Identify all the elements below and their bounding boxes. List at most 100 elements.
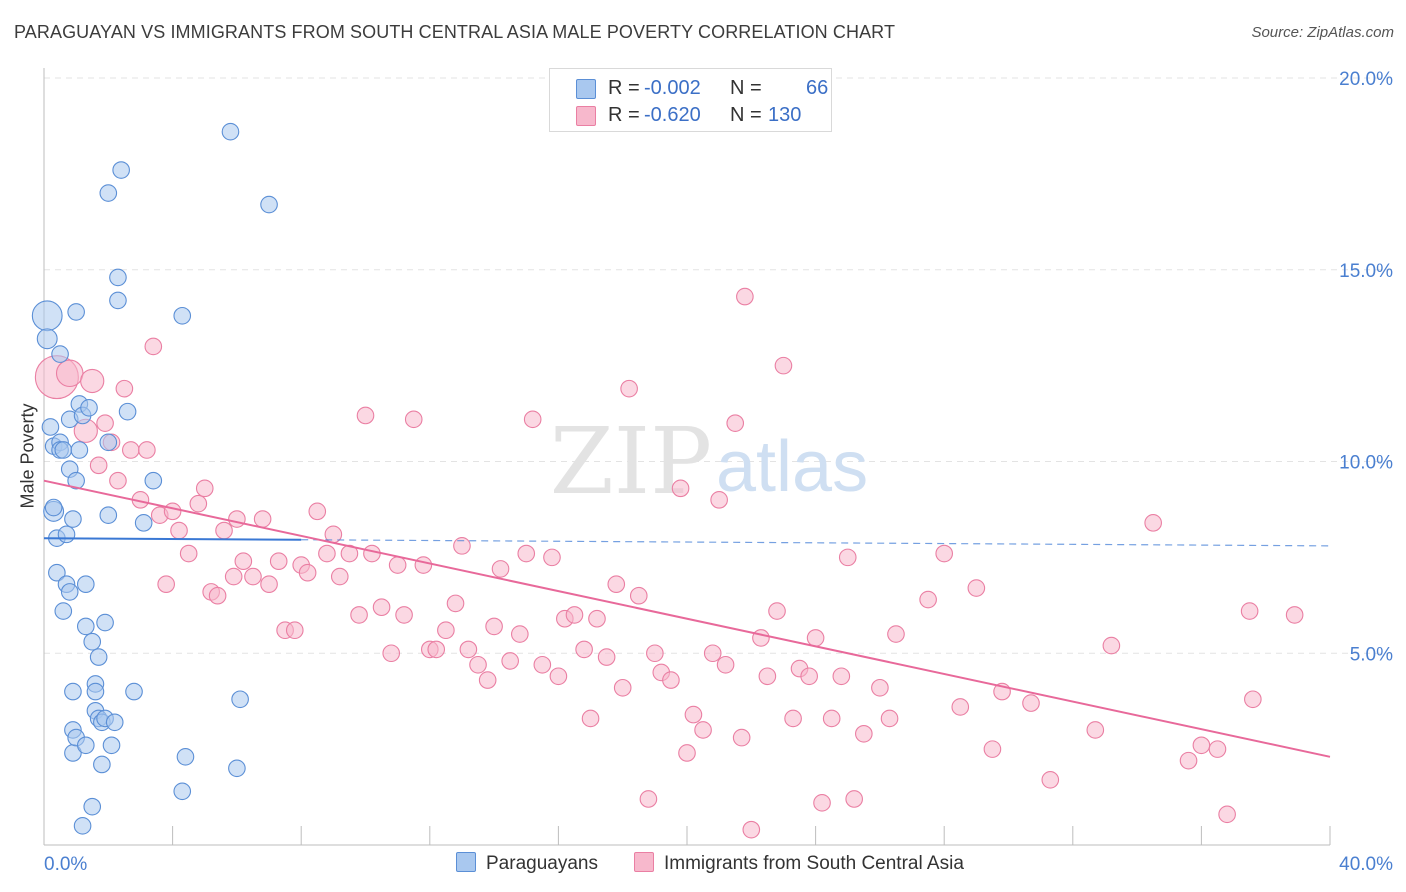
legend-swatch-pink (576, 106, 596, 126)
data-point-immigrants (543, 548, 561, 567)
data-point-immigrants (768, 602, 786, 620)
data-point-paraguayans (60, 583, 79, 601)
data-point-paraguayans (57, 525, 76, 544)
data-point-immigrants (382, 644, 401, 663)
data-point-immigrants (671, 479, 690, 498)
data-point-immigrants (170, 521, 188, 540)
legend-row-immigrants: R = -0.620 N = 130 (550, 102, 831, 128)
trend-line-paraguayans-dashed (301, 539, 1331, 547)
tick-labels: 5.0% 10.0% 15.0% 20.0% 0.0% 40.0% (44, 69, 1393, 875)
data-point-paraguayans (54, 602, 73, 620)
data-point-immigrants (694, 721, 712, 739)
legend-swatch-pink (634, 852, 654, 872)
legend-item-immigrants: Immigrants from South Central Asia (634, 852, 964, 875)
data-point-immigrants (215, 521, 233, 540)
data-point-immigrants (144, 337, 163, 356)
data-point-paraguayans (125, 682, 143, 701)
legend-r-value: -0.002 (644, 77, 701, 99)
data-point-immigrants (179, 544, 198, 563)
y-tick-label: 20.0% (1339, 69, 1393, 90)
source-label: Source: ZipAtlas.com (1251, 24, 1394, 41)
y-tick-label: 15.0% (1339, 261, 1393, 282)
data-point-paraguayans (83, 632, 102, 651)
data-point-immigrants (189, 494, 208, 513)
data-point-immigrants (684, 705, 703, 724)
legend-n-label: N = (730, 104, 762, 126)
data-point-immigrants (195, 479, 214, 498)
data-point-immigrants (639, 790, 658, 808)
data-point-immigrants (260, 575, 278, 594)
data-point-immigrants (157, 575, 175, 594)
series-legend: Paraguayans Immigrants from South Centra… (0, 852, 1406, 878)
data-point-immigrants (356, 406, 375, 425)
data-point-paraguayans (105, 713, 124, 732)
data-point-immigrants (774, 356, 793, 375)
data-point-paraguayans (51, 345, 69, 363)
data-point-immigrants (208, 586, 227, 605)
data-point-immigrants (1022, 694, 1040, 712)
data-point-immigrants (234, 552, 253, 571)
data-point-paraguayans (54, 441, 73, 459)
legend-label-immigrants: Immigrants from South Central Asia (664, 853, 964, 874)
data-point-paraguayans (48, 563, 66, 582)
data-point-immigrants (855, 724, 873, 743)
data-point-paraguayans (173, 782, 192, 801)
data-point-immigrants (318, 544, 336, 563)
data-point-immigrants (832, 667, 851, 686)
data-point-immigrants (678, 744, 696, 762)
data-point-immigrants (822, 709, 841, 728)
data-point-immigrants (813, 794, 831, 812)
data-point-immigrants (880, 709, 899, 728)
data-point-immigrants (1179, 751, 1198, 770)
data-point-immigrants (372, 598, 391, 617)
data-point-immigrants (363, 544, 381, 563)
data-point-immigrants (350, 606, 368, 624)
data-point-immigrants (716, 655, 735, 674)
data-point-immigrants (736, 287, 754, 306)
legend-label-paraguayans: Paraguayans (486, 853, 598, 874)
data-point-immigrants (298, 563, 317, 582)
data-point-immigrants (55, 359, 84, 388)
data-point-immigrants (109, 471, 127, 490)
data-point-immigrants (871, 678, 889, 697)
data-point-immigrants (285, 621, 304, 640)
data-point-immigrants (228, 510, 246, 528)
data-point-immigrants (742, 820, 761, 839)
legend-r-label: R = (608, 77, 640, 99)
legend-n-value: 66 (806, 77, 829, 99)
data-point-immigrants (549, 667, 568, 686)
data-point-immigrants (224, 567, 243, 586)
data-point-paraguayans (76, 736, 95, 755)
data-point-immigrants (163, 502, 182, 521)
data-point-immigrants (308, 502, 327, 521)
data-point-paraguayans (73, 817, 92, 835)
data-point-paraguayans (89, 648, 108, 666)
data-point-immigrants (121, 441, 140, 459)
x-tick-label: 40.0% (1339, 854, 1393, 875)
data-point-immigrants (1218, 805, 1236, 824)
data-point-immigrants (588, 609, 606, 628)
data-point-immigrants (575, 640, 593, 659)
data-point-paraguayans (176, 747, 195, 766)
data-point-immigrants (427, 640, 446, 659)
data-point-immigrants (517, 544, 536, 563)
data-point-paraguayans (173, 306, 192, 325)
data-point-paraguayans (67, 471, 85, 490)
data-point-immigrants (806, 629, 825, 647)
data-point-paraguayans (31, 300, 63, 332)
data-point-immigrants (662, 671, 680, 689)
data-point-immigrants (726, 414, 745, 432)
data-point-paraguayans (76, 617, 95, 636)
data-point-immigrants (732, 728, 751, 747)
data-point-paraguayans (44, 498, 63, 517)
data-point-immigrants (330, 567, 349, 586)
data-point-immigrants (703, 644, 722, 663)
legend-swatch-blue (456, 852, 476, 872)
data-point-paraguayans (93, 755, 111, 774)
data-point-immigrants (845, 790, 863, 808)
data-point-immigrants (437, 621, 455, 640)
data-point-immigrants (597, 648, 616, 666)
legend-n-label: N = (730, 77, 762, 99)
watermark-atlas: atlas (716, 427, 868, 507)
